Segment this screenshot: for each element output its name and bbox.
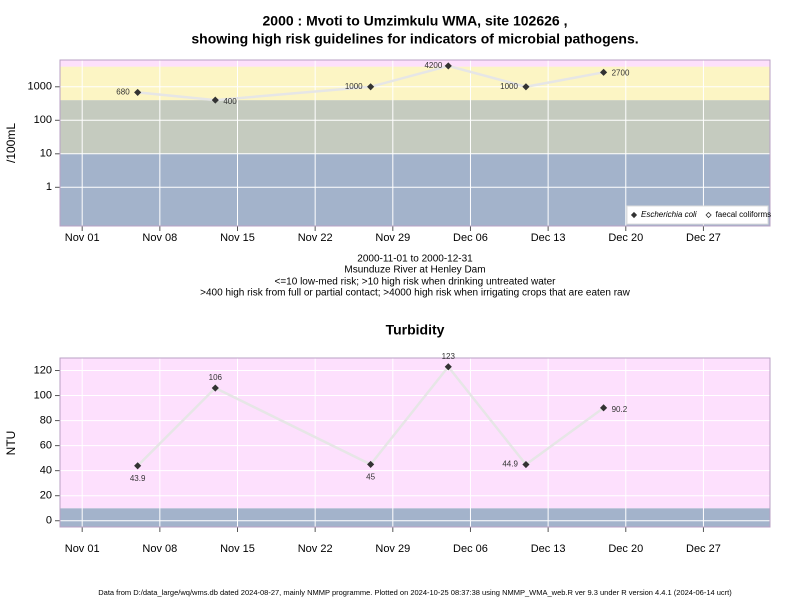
- data-label: 1000: [345, 82, 363, 91]
- x-tick-label: Nov 08: [142, 232, 177, 244]
- series-line: [137, 64, 604, 102]
- x-tick-label: Nov 29: [375, 543, 410, 555]
- data-point: [211, 384, 219, 392]
- risk-band: [60, 358, 770, 509]
- x-tick-label: Nov 22: [298, 232, 333, 244]
- y-tick-label: 100: [34, 389, 52, 401]
- plot-frame: [59, 357, 771, 528]
- x-tick-label: Nov 29: [375, 232, 410, 244]
- risk-band: [60, 100, 770, 154]
- x-tick-label: Dec 13: [531, 543, 566, 555]
- data-point: [367, 83, 375, 91]
- x-tick-label: Nov 01: [65, 232, 100, 244]
- risk-band: [60, 508, 770, 527]
- x-tick-label: Dec 06: [453, 232, 488, 244]
- data-label: 4200: [424, 61, 442, 70]
- data-label: 43.9: [130, 474, 146, 483]
- legend-marker: [630, 211, 638, 219]
- data-label: 90.2: [612, 405, 628, 414]
- x-tick-label: Nov 08: [142, 543, 177, 555]
- legend-label: Escherichia coli: [641, 210, 697, 219]
- legend: Escherichia coli faecal coliforms: [626, 205, 772, 225]
- data-point: [444, 62, 452, 70]
- data-label: 400: [223, 97, 237, 106]
- risk-band: [60, 60, 770, 67]
- data-point: [367, 460, 375, 468]
- data-point: [522, 83, 530, 91]
- x-tick-label: Nov 22: [298, 543, 333, 555]
- legend-marker: [705, 211, 712, 219]
- y-tick-label: 60: [40, 440, 52, 452]
- note: <=10 low-med risk; >10 high risk when dr…: [275, 277, 557, 288]
- y-tick-label: 80: [40, 414, 52, 426]
- x-tick-label: Dec 27: [686, 543, 721, 555]
- series-line: [136, 364, 605, 467]
- footer: Data from D:/data_large/wq/wms.db dated …: [98, 588, 732, 597]
- data-point: [522, 460, 530, 469]
- y-tick-label: 120: [34, 364, 52, 376]
- data-point: [444, 363, 452, 371]
- plot-frame: [59, 59, 771, 227]
- x-tick-label: Dec 27: [686, 232, 721, 244]
- note: >400 high risk from full or partial cont…: [200, 288, 630, 299]
- y-tick-label: 40: [40, 465, 52, 477]
- data-label: 2700: [612, 68, 630, 77]
- chart-title: 2000 : Mvoti to Umzimkulu WMA, site 1026…: [263, 13, 568, 29]
- y-axis-label: NTU: [4, 431, 18, 456]
- data-point: [211, 96, 219, 104]
- x-tick-label: Dec 20: [608, 232, 643, 244]
- risk-band: [60, 66, 770, 101]
- y-tick-label: 1000: [28, 81, 52, 93]
- x-tick-label: Dec 13: [531, 232, 566, 244]
- data-point: [600, 68, 608, 76]
- chart-title: showing high risk guidelines for indicat…: [191, 31, 638, 47]
- chart-title: Turbidity: [386, 322, 445, 338]
- legend-label: faecal coliforms: [716, 210, 772, 219]
- data-label: 44.9: [502, 460, 518, 469]
- y-tick-label: 1: [46, 181, 52, 193]
- data-label: 106: [209, 373, 223, 382]
- x-tick-label: Dec 20: [608, 543, 643, 555]
- data-label: 1000: [500, 82, 518, 91]
- y-axis-label: /100mL: [4, 123, 18, 163]
- data-point: [134, 88, 142, 96]
- x-tick-label: Dec 06: [453, 543, 488, 555]
- note: Msunduze River at Henley Dam: [344, 265, 485, 276]
- x-tick-label: Nov 15: [220, 543, 255, 555]
- data-point: [134, 462, 142, 470]
- x-tick-label: Nov 15: [220, 232, 255, 244]
- data-label: 45: [366, 473, 375, 482]
- legend-box: [626, 205, 769, 225]
- y-tick-label: 0: [46, 515, 52, 527]
- data-label: 680: [116, 88, 130, 97]
- y-tick-label: 10: [40, 148, 52, 160]
- data-label: 123: [442, 352, 456, 361]
- x-tick-label: Nov 01: [65, 543, 100, 555]
- data-point: [600, 404, 608, 412]
- y-tick-label: 100: [34, 114, 52, 126]
- y-tick-label: 20: [40, 490, 52, 502]
- note: 2000-11-01 to 2000-12-31: [357, 254, 473, 265]
